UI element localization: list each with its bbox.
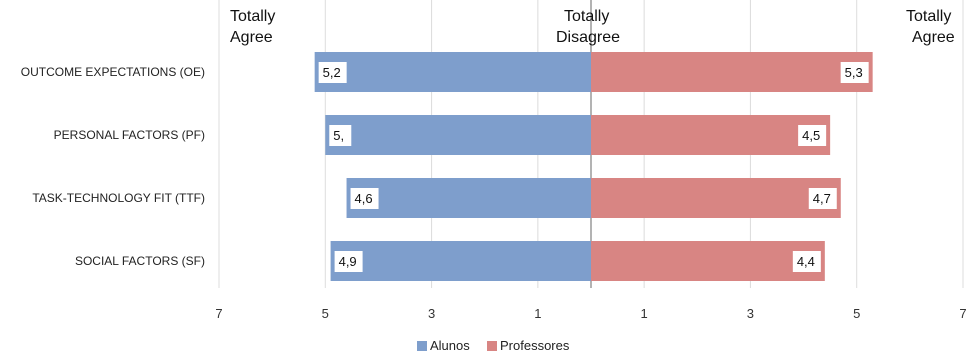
x-tick-label: 5 — [322, 306, 329, 321]
data-label-bg — [318, 62, 347, 83]
header-left-line1: Totally — [230, 8, 275, 25]
category-label: SOCIAL FACTORS (SF) — [75, 254, 205, 268]
legend-swatch-professores — [487, 341, 497, 351]
data-label-bg — [792, 251, 821, 272]
bars — [314, 52, 873, 281]
header-left: Totally Agree — [230, 8, 275, 46]
data-label-professores-2: 4,7 — [813, 191, 831, 206]
x-tick-labels: 7 5 3 1 1 3 5 7 — [215, 306, 966, 321]
bar-alunos-2 — [346, 178, 591, 218]
data-label-professores-3: 4,4 — [797, 254, 815, 269]
legend-label-alunos: Alunos — [430, 338, 470, 353]
bar-alunos-1 — [325, 115, 591, 155]
bar-alunos-0 — [314, 52, 591, 92]
data-label-bg — [329, 125, 352, 146]
header-center: Totally Disagree — [556, 8, 620, 46]
header-left-line2: Agree — [230, 29, 273, 46]
bar-professores-2 — [591, 178, 841, 218]
data-label-professores-0: 5,3 — [845, 65, 863, 80]
data-label-bg — [840, 62, 869, 83]
x-tick-label: 3 — [428, 306, 435, 321]
category-label: TASK-TECHNOLOGY FIT (TTF) — [32, 191, 205, 205]
x-tick-label: 5 — [853, 306, 860, 321]
data-label-alunos-3: 4,9 — [339, 254, 357, 269]
data-label-bg — [334, 251, 363, 272]
data-label-alunos-1: 5, — [333, 128, 344, 143]
data-label-bg — [350, 188, 379, 209]
category-label: PERSONAL FACTORS (PF) — [54, 128, 205, 142]
bar-professores-3 — [591, 241, 825, 281]
x-tick-label: 3 — [747, 306, 754, 321]
data-label-alunos-2: 4,6 — [355, 191, 373, 206]
bar-professores-0 — [591, 52, 873, 92]
legend-label-professores: Professores — [500, 338, 570, 353]
category-label: OUTCOME EXPECTATIONS (OE) — [21, 65, 205, 79]
header-center-line1: Totally — [564, 8, 609, 25]
data-label-bg — [798, 125, 827, 146]
header-right: Totally Agree — [906, 8, 955, 46]
legend-swatch-alunos — [417, 341, 427, 351]
data-label-professores-1: 4,5 — [802, 128, 820, 143]
legend: Alunos Professores — [417, 338, 570, 353]
bar-alunos-3 — [330, 241, 591, 281]
x-tick-label: 7 — [215, 306, 222, 321]
bar-professores-1 — [591, 115, 831, 155]
x-tick-label: 1 — [641, 306, 648, 321]
header-center-line2: Disagree — [556, 29, 620, 46]
x-tick-label: 7 — [959, 306, 966, 321]
data-label-alunos-0: 5,2 — [323, 65, 341, 80]
category-labels: OUTCOME EXPECTATIONS (OE) PERSONAL FACTOR… — [21, 65, 205, 268]
data-label-bg — [808, 188, 837, 209]
data-labels: 5,2 5,3 5, 4,5 4,6 4,7 4,9 4,4 — [318, 62, 869, 272]
x-tick-label: 1 — [534, 306, 541, 321]
header-right-line1: Totally — [906, 8, 951, 25]
header-right-line2: Agree — [912, 29, 955, 46]
